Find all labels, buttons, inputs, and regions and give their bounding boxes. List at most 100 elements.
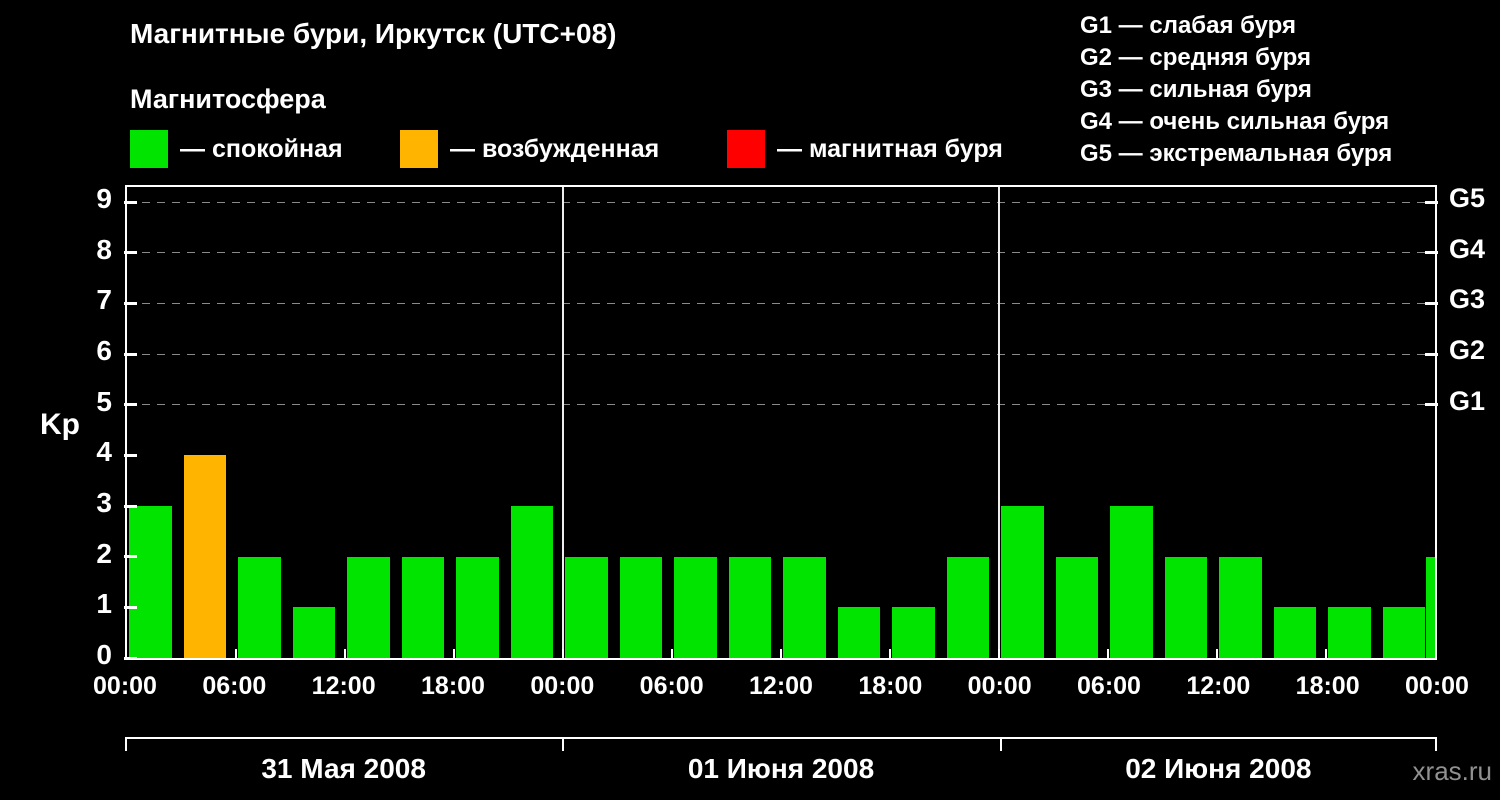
x-tick: [562, 649, 564, 658]
x-tick: [453, 649, 455, 658]
y-tick-label: 9: [96, 183, 112, 215]
x-tick: [671, 649, 673, 658]
gridline: [127, 302, 1435, 304]
g-tick: [1425, 301, 1438, 305]
y-tick-label: 7: [96, 284, 112, 316]
date-axis-tick: [562, 737, 565, 751]
time-label: 00:00: [93, 672, 157, 700]
y-tick-label: 2: [96, 537, 112, 569]
kp-bar: [238, 556, 281, 658]
kp-bar: [946, 556, 989, 658]
x-tick: [1216, 649, 1218, 658]
day-separator: [562, 187, 564, 658]
kp-bar: [1055, 556, 1098, 658]
g-tick-label: G1: [1449, 385, 1486, 416]
kp-bar: [456, 556, 499, 658]
excited-label: — возбужденная: [450, 134, 660, 163]
time-label: 00:00: [530, 672, 595, 700]
g3-legend-line: G3 — сильная буря: [1080, 76, 1312, 103]
y-tick-label: 5: [96, 385, 112, 417]
g1-legend-line: G1 — слабая буря: [1080, 12, 1297, 39]
time-label: 06:00: [639, 672, 704, 700]
y-tick: [124, 301, 137, 305]
excited-color-swatch: [400, 130, 438, 168]
y-tick-label: 0: [96, 639, 112, 670]
g5-legend-line: G5 — экстремальная буря: [1080, 140, 1393, 167]
y-tick: [124, 403, 137, 407]
gridline: [127, 353, 1435, 355]
gridline: [127, 201, 1435, 203]
kp-bar: [347, 556, 390, 658]
kp-bar: [510, 506, 553, 658]
y-tick-label: 3: [96, 487, 112, 519]
y-tick: [124, 200, 137, 204]
y-tick: [124, 656, 137, 660]
kp-bar: [837, 607, 880, 658]
time-label: 06:00: [1077, 672, 1141, 700]
date-axis-line: [125, 737, 1437, 739]
g-tick-label: G4: [1449, 233, 1486, 264]
kp-bar: [1164, 556, 1207, 658]
kp-bar: [674, 556, 717, 658]
y-tick: [124, 352, 137, 356]
x-tick: [780, 649, 782, 658]
time-label: 00:00: [1405, 672, 1469, 700]
kp-bar: [1382, 607, 1425, 658]
y-tick-label: 6: [96, 335, 112, 367]
g-axis-labels: G1 G2 G3 G4 G5: [1449, 183, 1500, 660]
g-scale-legend: G1 — слабая буря G2 — средняя буря G3 — …: [1080, 10, 1392, 170]
kp-bar: [183, 455, 226, 658]
kp-bar: [892, 607, 935, 658]
y-tick: [124, 453, 137, 457]
g-tick-label: G3: [1449, 284, 1486, 315]
date-axis-tick: [125, 737, 127, 751]
date-label: 01 Июня 2008: [687, 753, 875, 784]
kp-bar-partial: [1426, 556, 1435, 658]
x-tick: [235, 649, 237, 658]
date-axis: 31 Мая 2008 01 Июня 2008 02 Июня 2008: [125, 737, 1437, 799]
g-tick: [1425, 251, 1438, 255]
x-tick: [998, 649, 1000, 658]
storm-label: — магнитная буря: [777, 134, 1003, 163]
kp-bar: [565, 556, 608, 658]
g-tick-label: G5: [1449, 183, 1486, 214]
date-axis-tick: [1435, 737, 1437, 751]
g2-legend-line: G2 — средняя буря: [1080, 44, 1311, 71]
kp-axis-label: Kp: [40, 408, 80, 441]
g4-legend-line: G4 — очень сильная буря: [1080, 108, 1390, 135]
y-tick-label: 8: [96, 233, 112, 265]
y-tick-label: 4: [96, 436, 112, 468]
kp-bar: [1001, 506, 1044, 658]
g-tick: [1425, 200, 1438, 204]
y-tick: [124, 504, 137, 508]
kp-bar: [619, 556, 662, 658]
x-tick: [889, 649, 891, 658]
time-label: 12:00: [749, 672, 813, 700]
x-tick: [344, 649, 346, 658]
time-axis-labels: 00:00 06:00 12:00 18:00 00:00 06:00 12:00 18:00…: [93, 672, 1469, 706]
kp-bar: [129, 506, 172, 658]
x-tick: [1107, 649, 1109, 658]
quiet-label: — спокойная: [180, 134, 343, 163]
time-label: 18:00: [421, 672, 485, 700]
g-tick: [1425, 352, 1438, 356]
time-label: 06:00: [202, 672, 267, 700]
time-label: 00:00: [967, 672, 1032, 700]
legend-item-quiet: — спокойная: [130, 130, 343, 168]
kp-bar: [1273, 607, 1316, 658]
g-tick-label: G2: [1449, 335, 1486, 366]
kp-bar: [783, 556, 826, 658]
chart-title: Магнитные бури, Иркутск (UTC+08): [130, 18, 617, 49]
date-axis-tick: [999, 737, 1002, 751]
g-tick: [1425, 403, 1438, 407]
kp-bar: [1328, 607, 1371, 658]
date-label: 31 Мая 2008: [261, 753, 426, 784]
storm-color-swatch: [727, 130, 765, 168]
legend: — спокойная — возбужденная — магнитная б…: [130, 130, 1130, 170]
quiet-color-swatch: [130, 130, 168, 168]
gridline: [127, 252, 1435, 254]
kp-bar: [292, 607, 335, 658]
kp-bar: [1219, 556, 1262, 658]
magnetosphere-label: Магнитосфера: [130, 84, 326, 114]
legend-item-excited: — возбужденная: [400, 130, 659, 168]
